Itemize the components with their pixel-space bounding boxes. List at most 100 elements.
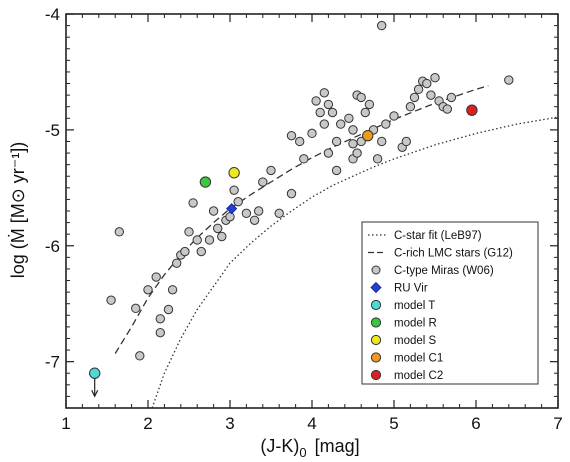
mira-point	[299, 154, 309, 164]
legend-label: C-rich LMC stars (G12)	[394, 248, 513, 260]
mira-point	[180, 246, 190, 257]
legend-marker	[370, 352, 382, 363]
mira-point	[286, 130, 297, 141]
mira-point	[249, 215, 260, 225]
mira-point	[323, 99, 334, 110]
legend-marker	[370, 281, 382, 294]
legend-label: C-star fit (LeB97)	[394, 230, 482, 242]
legend-marker	[370, 299, 382, 311]
x-tick-label: 4	[307, 414, 316, 433]
x-tick-label: 5	[389, 414, 398, 433]
mira-point	[135, 351, 145, 361]
legend-label: C-type Miras (W06)	[394, 265, 494, 277]
mira-point	[254, 206, 264, 216]
mira-point	[233, 197, 243, 207]
mira-point	[426, 90, 436, 100]
mira-point	[163, 304, 174, 315]
upper-limit-arrow-head	[91, 389, 99, 398]
x-axis-label: (J-K)0 [mag]	[260, 436, 359, 460]
mira-point	[217, 231, 227, 242]
mira-point	[336, 119, 346, 129]
legend-marker	[370, 369, 382, 381]
mira-point	[360, 107, 370, 118]
mira-point	[131, 303, 141, 314]
x-axis-label-subscript: 0	[299, 445, 306, 460]
x-tick-label: 3	[225, 414, 234, 433]
mira-point	[413, 84, 424, 95]
legend-marker	[370, 334, 382, 346]
y-axis-label: log (Ṁ [M⊙ yr⁻¹])	[8, 142, 28, 279]
mira-point	[331, 136, 342, 147]
mira-point	[446, 92, 457, 103]
x-tick-label: 1	[61, 414, 70, 433]
x-tick-label: 7	[553, 414, 562, 433]
mira-point	[504, 75, 514, 85]
mira-point	[114, 227, 125, 237]
ru-vir-marker	[226, 203, 238, 215]
x-tick-label: 2	[143, 414, 152, 433]
mira-point	[377, 136, 387, 147]
mira-point	[208, 206, 219, 216]
legend-marker	[371, 265, 381, 275]
x-axis-ticks: 1 2 3 4 5 6 7	[61, 14, 563, 433]
mira-point	[155, 327, 166, 338]
mira-point	[155, 314, 166, 324]
mira-point	[307, 128, 317, 139]
model-marker	[362, 129, 374, 142]
mira-point	[258, 177, 268, 187]
legend: C-star fit (LeB97) C-rich LMC stars (G12)…	[361, 221, 539, 385]
legend-label: model C1	[394, 353, 443, 365]
mira-point	[184, 227, 194, 237]
fit-curve-dashed	[114, 85, 489, 354]
mira-point	[356, 92, 366, 103]
mira-point	[188, 198, 198, 208]
mira-point	[241, 208, 252, 219]
mira-point	[196, 246, 207, 257]
y-tick-label: -6	[45, 237, 60, 256]
model-marker	[228, 167, 240, 179]
mira-point	[213, 223, 223, 234]
mira-point	[356, 136, 366, 147]
mira-point	[204, 235, 215, 245]
mira-point	[106, 295, 116, 305]
mira-point	[348, 125, 358, 135]
mira-point	[319, 119, 329, 129]
mira-point	[327, 107, 338, 118]
mira-point	[319, 88, 329, 98]
mira-point	[442, 104, 452, 114]
mira-point	[331, 165, 342, 176]
mira-point	[274, 208, 284, 219]
mira-point	[422, 78, 432, 89]
y-tick-label: -7	[45, 353, 60, 372]
legend-label: model C2	[394, 370, 443, 382]
mira-point	[151, 272, 161, 282]
mira-point	[225, 212, 235, 222]
x-tick-label: 6	[471, 414, 480, 433]
y-axis-ticks: -7 -6 -5 -4	[45, 5, 558, 409]
mira-point	[315, 107, 325, 118]
mira-point	[381, 119, 391, 129]
legend-label: RU Vir	[394, 283, 428, 295]
mira-point	[143, 285, 153, 295]
mira-point	[372, 154, 383, 164]
legend-marker	[370, 317, 382, 328]
legend-label: model R	[394, 318, 437, 330]
mira-point	[389, 111, 399, 121]
mira-point	[364, 99, 375, 110]
mira-point	[323, 148, 334, 158]
points-layer	[89, 20, 514, 398]
x-axis-label-main: (J-K)	[260, 436, 299, 456]
mira-point	[167, 285, 178, 295]
mira-point	[172, 258, 182, 268]
model-marker	[466, 104, 478, 116]
model-marker	[89, 367, 101, 379]
mira-point	[377, 20, 387, 31]
y-tick-label: -4	[45, 5, 60, 24]
curves-layer	[114, 85, 559, 409]
mira-point	[286, 188, 297, 199]
mira-point	[352, 148, 362, 158]
legend-box	[361, 221, 539, 385]
mira-point	[229, 185, 239, 195]
mira-point	[344, 113, 354, 123]
